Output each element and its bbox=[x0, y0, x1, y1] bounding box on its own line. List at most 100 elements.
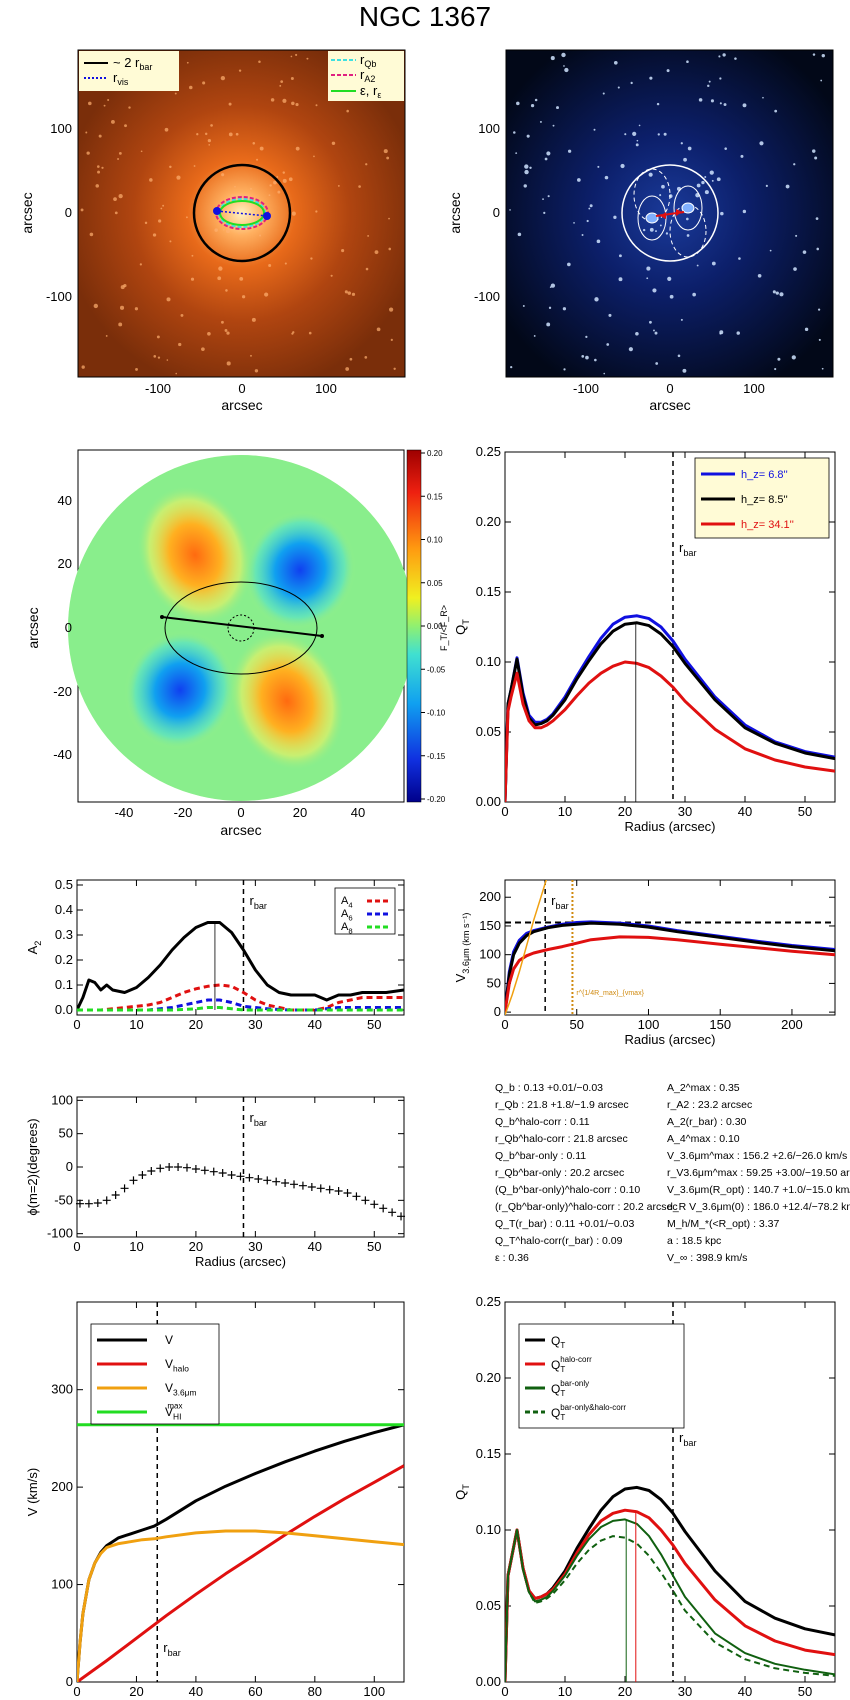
star-dot bbox=[208, 144, 211, 146]
y-axis-label: A2 bbox=[25, 941, 43, 955]
series-line-2 bbox=[505, 935, 835, 1013]
galaxy-image-frame bbox=[77, 49, 406, 378]
star-dot bbox=[687, 146, 692, 151]
star-dot bbox=[613, 215, 617, 219]
phase-point bbox=[343, 1189, 352, 1197]
colorbar-tick-label: 0.10 bbox=[427, 536, 443, 545]
x-tick-label: 150 bbox=[709, 1017, 731, 1032]
legend-label: QTbar-only bbox=[551, 1379, 589, 1398]
residual-stars bbox=[509, 52, 825, 375]
star-dot bbox=[250, 354, 252, 357]
series-line-1 bbox=[505, 621, 835, 802]
parameter-row: Q_T(r_bar) : 0.11 +0.01/−0.03 bbox=[495, 1218, 635, 1230]
star-dot bbox=[128, 106, 131, 109]
legend-label-sub: T bbox=[560, 1389, 565, 1398]
x-tick-label: 50 bbox=[798, 804, 812, 819]
star-dot bbox=[201, 347, 205, 352]
star-dot bbox=[390, 338, 393, 342]
star-dot bbox=[696, 183, 701, 188]
colorbar-gradient bbox=[406, 449, 422, 803]
y-tick-label: 50 bbox=[59, 1126, 73, 1141]
y-axis-label-base: V bbox=[453, 973, 468, 982]
rbar-label-base: r bbox=[679, 1430, 684, 1445]
star-dot bbox=[618, 277, 623, 282]
star-dot bbox=[516, 101, 520, 106]
y-tick-label: 200 bbox=[51, 1479, 73, 1494]
y-tick-label: 0.3 bbox=[55, 927, 73, 942]
series-line-3 bbox=[77, 1006, 404, 1012]
star-dot bbox=[544, 157, 548, 161]
rvis-line bbox=[216, 210, 268, 217]
legend-label-sup: bar-only&halo-corr bbox=[560, 1403, 626, 1412]
star-dot bbox=[220, 320, 224, 324]
y-tick-label: 0.4 bbox=[55, 902, 73, 917]
star-dot bbox=[649, 227, 654, 232]
y-tick-label: 0 bbox=[66, 1674, 73, 1689]
star-dot bbox=[259, 146, 264, 151]
star-dot bbox=[259, 234, 262, 237]
y-tick-label: 0.05 bbox=[476, 724, 501, 739]
legend-label-base: A bbox=[341, 895, 349, 907]
bar-major-axis bbox=[161, 616, 323, 637]
star-dot bbox=[701, 180, 705, 185]
star-dot bbox=[659, 224, 662, 227]
legend-label: VHImax bbox=[165, 1402, 183, 1422]
star-dot bbox=[276, 176, 279, 178]
star-dot bbox=[144, 221, 148, 225]
legend-label: V3.6μm bbox=[165, 1381, 196, 1398]
x-tick-label: 100 bbox=[638, 1017, 660, 1032]
x-tick-label: 40 bbox=[308, 1017, 322, 1032]
star-dot bbox=[341, 249, 345, 253]
parameter-column-left: Q_b : 0.13 +0.01/−0.03 r_Qb : 21.8 +1.8/−… bbox=[495, 1080, 678, 1267]
star-dot bbox=[310, 257, 313, 260]
y-tick-label: -100 bbox=[47, 1226, 73, 1241]
x-tick-label: 50 bbox=[367, 1239, 381, 1254]
legend-label: h_z= 6.8'' bbox=[741, 469, 788, 481]
star-dot bbox=[682, 368, 687, 373]
colorbar-tick-label: 0.00 bbox=[427, 622, 443, 631]
y-tick-label: 0.15 bbox=[476, 1446, 501, 1461]
x-tick-label: 10 bbox=[558, 1684, 572, 1699]
ytick: -20 bbox=[53, 684, 72, 699]
y-tick-label: 0.15 bbox=[476, 584, 501, 599]
star-dot bbox=[762, 96, 764, 99]
x-tick-label: 60 bbox=[248, 1684, 262, 1699]
star-dot bbox=[510, 365, 513, 369]
xtick: -40 bbox=[115, 805, 134, 820]
phase-point bbox=[397, 1212, 406, 1221]
star-dot bbox=[288, 177, 293, 182]
star-dot bbox=[252, 142, 256, 145]
phase-point bbox=[370, 1200, 379, 1209]
star-dot bbox=[228, 102, 232, 106]
star-dot bbox=[613, 60, 618, 65]
x-tick-label: 0 bbox=[501, 1684, 508, 1699]
legend-label-base: A bbox=[341, 921, 349, 933]
y-axis-label-base: ϕ(m=2)(degrees) bbox=[25, 1118, 40, 1215]
parameter-row: r_V3.6μm^max : 59.25 +3.00/−19.50 arcsec bbox=[667, 1167, 850, 1179]
xtick: 40 bbox=[351, 805, 365, 820]
x-tick-label: 30 bbox=[248, 1239, 262, 1254]
star-dot bbox=[677, 354, 681, 358]
star-dot bbox=[602, 92, 605, 95]
star-dot bbox=[680, 142, 683, 145]
star-dot bbox=[351, 292, 356, 296]
legend-label-sub: 6 bbox=[348, 913, 352, 922]
star-dot bbox=[711, 179, 714, 182]
phase-point bbox=[84, 1199, 93, 1208]
ytick: -40 bbox=[53, 747, 72, 762]
star-dot bbox=[588, 207, 591, 210]
star-dot bbox=[648, 172, 653, 177]
parameter-row: (Q_b^bar-only)^halo-corr : 0.10 bbox=[495, 1184, 641, 1196]
star-dot bbox=[279, 84, 282, 87]
legend-label-base: Q bbox=[551, 1406, 560, 1420]
star-dot bbox=[345, 367, 350, 371]
series-line-3 bbox=[505, 880, 548, 1015]
star-dot bbox=[603, 372, 606, 375]
star-dot bbox=[282, 98, 287, 103]
y-tick-label: 50 bbox=[487, 975, 501, 990]
star-dot bbox=[295, 146, 300, 151]
parameter-row: d_R V_3.6μm(0) : 186.0 +12.4/−78.2 km/s/… bbox=[667, 1201, 850, 1213]
star-dot bbox=[779, 292, 784, 297]
star-dot bbox=[793, 163, 796, 166]
force-map-axes: -40 -20 0 20 40 arcsec 40 20 0 -20 -40 a… bbox=[25, 493, 365, 838]
